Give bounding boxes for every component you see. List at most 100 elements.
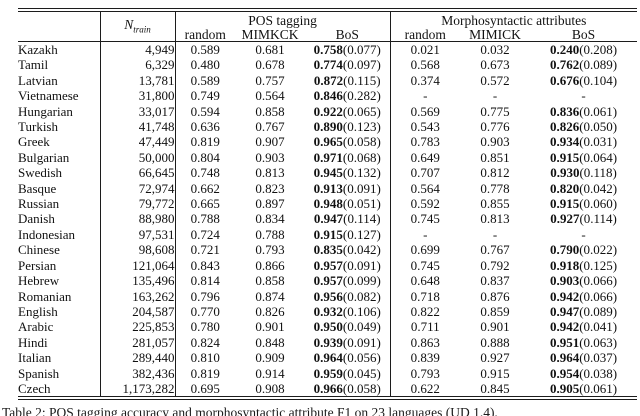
cell-morph-random: 0.622 [390, 380, 461, 401]
cell-pos-mimick: 0.903 [255, 149, 285, 165]
cell-ntrain: 31,800 [100, 88, 176, 104]
cell-language: English [18, 303, 101, 320]
cell-pos-mimick: 0.757 [255, 72, 285, 88]
cell-morph-random: 0.707 [410, 165, 440, 181]
cell-pos-random: 0.636 [190, 119, 220, 135]
cell-pos-mimick: 0.901 [255, 319, 285, 335]
cell-morph-mimick: 0.778 [480, 180, 510, 196]
cell-morph-bos: 0.240(0.208) [549, 42, 618, 57]
cell-morph-bos: 0.762(0.089) [549, 57, 618, 73]
cell-morph-random: 0.793 [410, 365, 440, 381]
cell-language: Czech [18, 380, 101, 401]
cell-morph-random: 0.569 [410, 103, 440, 119]
cell-morph-random: 0.564 [410, 180, 440, 196]
cell-pos-mimick: 0.907 [255, 134, 285, 150]
cell-language: Italian [18, 350, 101, 366]
cell-ntrain: 4,949 [100, 41, 176, 58]
col-header-morph-mimick: MIMICK [460, 28, 531, 42]
cell-pos-random: 0.770 [190, 303, 220, 319]
cell-pos-bos: 0.774(0.097) [305, 57, 391, 73]
cell-pos-mimick: 0.834 [255, 211, 285, 227]
cell-language: Kazakh [18, 41, 101, 58]
table-body: Kazakh 4,949 0.589 0.681 0.758(0.077) 0.021 0.… [18, 41, 638, 401]
cell-pos-random: 0.819 [190, 365, 220, 381]
cell-morph-mimick: 0.776 [480, 119, 510, 135]
cell-pos-bos: 0.950(0.049) [305, 319, 391, 335]
cell-language: Arabic [18, 319, 101, 335]
cell-language: Hebrew [18, 273, 101, 289]
cell-morph-random: - [423, 226, 428, 242]
cell-pos-mimick: 0.793 [255, 242, 285, 258]
cell-pos-mimick: 0.897 [255, 196, 285, 212]
cell-ntrain: 135,496 [100, 273, 176, 289]
cell-morph-bos: 0.930(0.118) [550, 165, 617, 181]
cell-morph-mimick: 0.767 [480, 242, 510, 258]
cell-morph-bos: - [581, 88, 586, 104]
table-row: Swedish 66,645 0.748 0.813 0.945(0.132) 0.707… [18, 165, 637, 181]
cell-ntrain: 79,772 [100, 196, 176, 212]
cell-morph-mimick: 0.901 [480, 319, 510, 335]
cell-ntrain: 41,748 [100, 119, 176, 135]
cell-morph-mimick: 0.572 [480, 72, 510, 88]
table-row: English 204,587 0.770 0.826 0.932(0.106) 0.82… [18, 303, 637, 320]
cell-language: Indonesian [18, 226, 101, 243]
cell-morph-random: 0.699 [410, 242, 440, 258]
table-row: Turkish 41,748 0.636 0.767 0.890(0.123) 0.543… [18, 119, 637, 135]
table-row: Czech 1,173,282 0.695 0.908 0.966(0.058) 0.62… [18, 380, 638, 401]
cell-morph-mimick: 0.927 [480, 350, 510, 366]
col-header-pos-bos: BoS [305, 28, 391, 42]
cell-morph-random: 0.822 [410, 303, 440, 319]
cell-morph-bos: 0.954(0.038) [549, 365, 618, 381]
cell-ntrain: 33,017 [100, 103, 176, 120]
cell-morph-random: 0.592 [410, 196, 440, 212]
cell-pos-bos: 0.922(0.065) [305, 103, 391, 120]
cell-language: Tamil [18, 57, 101, 73]
cell-morph-mimick: 0.903 [480, 134, 510, 150]
cell-pos-random: 0.749 [190, 88, 220, 104]
cell-morph-bos: 0.927(0.114) [550, 211, 617, 227]
cell-morph-bos: 0.947(0.089) [549, 303, 618, 319]
cell-language: Basque [18, 180, 101, 197]
cell-language: Bulgarian [18, 149, 101, 166]
cell-pos-bos: 0.939(0.091) [305, 334, 391, 351]
cell-morph-random: 0.718 [410, 288, 440, 304]
table-row: Tamil 6,329 0.480 0.678 0.774(0.097) 0.568 0.6… [18, 57, 637, 73]
cell-morph-mimick: - [492, 88, 498, 104]
table-row: Basque 72,974 0.662 0.823 0.913(0.091) 0.564 0… [18, 180, 637, 197]
cell-pos-random: 0.788 [190, 211, 220, 227]
cell-ntrain: 225,853 [100, 319, 176, 335]
cell-morph-bos: 0.915(0.064) [549, 149, 618, 165]
cell-ntrain: 289,440 [100, 350, 176, 366]
col-header-ntrain: Ntrain [100, 8, 176, 42]
cell-pos-random: 0.662 [190, 180, 220, 196]
cell-morph-random: 0.839 [410, 350, 440, 366]
cell-ntrain: 281,057 [100, 334, 176, 351]
table-header: Ntrain POS tagging Morphosyntactic attri… [18, 8, 638, 42]
cell-morph-mimick: 0.813 [480, 211, 510, 227]
cell-pos-random: 0.804 [190, 149, 220, 165]
cell-pos-random: 0.843 [190, 257, 220, 273]
table-row: Persian 121,064 0.843 0.866 0.957(0.091) 0.74… [18, 257, 637, 274]
cell-morph-bos: 0.826(0.050) [549, 119, 618, 135]
cell-pos-random: 0.695 [175, 380, 235, 401]
cell-morph-mimick: 0.876 [480, 288, 510, 304]
table-row: Hindi 281,057 0.824 0.848 0.939(0.091) 0.863 0… [18, 334, 637, 351]
cell-pos-mimick: 0.909 [255, 350, 285, 366]
cell-language: Swedish [18, 165, 101, 181]
cell-pos-mimick: 0.908 [235, 380, 305, 401]
cell-morph-mimick: 0.888 [480, 334, 510, 350]
cell-pos-bos: 0.959(0.045) [305, 365, 391, 381]
cell-language: Spanish [18, 365, 101, 381]
cell-pos-random: 0.480 [190, 57, 220, 73]
cell-pos-random: 0.780 [190, 319, 220, 335]
cell-morph-random: 0.783 [410, 134, 440, 150]
cell-language: Greek [18, 134, 101, 150]
table-row: Hebrew 135,496 0.814 0.858 0.957(0.099) 0.648… [18, 273, 637, 289]
cell-pos-bos: 0.835(0.042) [305, 242, 391, 258]
cell-pos-random: 0.589 [190, 72, 220, 88]
cell-morph-mimick: - [492, 226, 498, 242]
cell-pos-random: 0.748 [190, 165, 220, 181]
table-row: Vietnamese 31,800 0.749 0.564 0.846(0.282) - -… [18, 88, 637, 104]
cell-pos-mimick: 0.681 [255, 42, 285, 57]
cell-pos-random: 0.819 [190, 134, 220, 150]
